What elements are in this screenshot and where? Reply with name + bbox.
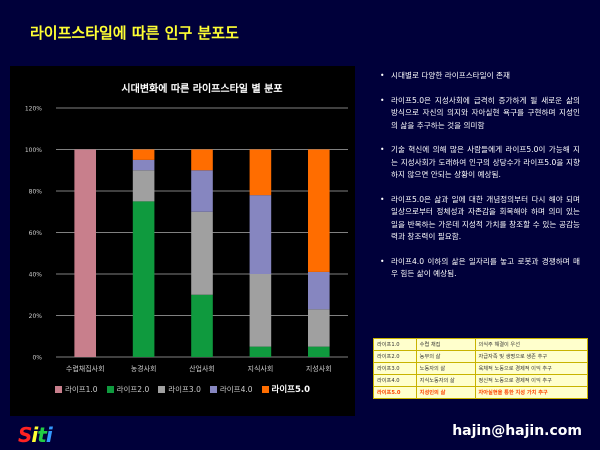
bar-segment xyxy=(191,170,213,212)
bullet-list: 시대별로 다양한 라이프스타일이 존재라이프5.0은 지성사회에 급격히 증가하… xyxy=(380,70,580,293)
legend-item: 라이프5.0 xyxy=(261,383,311,395)
bar-segment xyxy=(307,149,330,272)
table-row: 라이프1.0 수렵 채집 의식주 해결이 우선 xyxy=(373,338,588,351)
bar-segment xyxy=(249,195,272,274)
legend-label: 라이프1.0 xyxy=(64,384,98,394)
bar-segment xyxy=(74,149,97,357)
y-tick-label: 120% xyxy=(25,106,42,113)
legend-label: 라이프5.0 xyxy=(271,385,311,395)
legend-swatch xyxy=(209,385,217,393)
contact-email: hajin@hajin.com xyxy=(452,423,582,439)
legend-label: 라이프3.0 xyxy=(168,384,201,394)
bar-segment xyxy=(191,211,213,295)
y-tick-label: 60% xyxy=(29,230,43,237)
table-cell: 라이프3.0 xyxy=(373,362,417,375)
y-tick-label: 80% xyxy=(29,189,43,196)
bullet-item: 기술 혁신에 의해 많은 사람들에게 라이프5.0이 가능해 지는 지성사회가 … xyxy=(380,144,580,182)
bullet-item: 라이프4.0 이하의 삶은 일자리를 놓고 로봇과 경쟁하며 매우 힘든 삶이 … xyxy=(380,256,580,281)
bar-segment xyxy=(191,149,213,171)
chart-panel: 시대변화에 따른 라이프스타일 별 분포 0% 20% 40% 60% 80% 100% 12… xyxy=(10,66,355,416)
legend-swatch xyxy=(54,385,62,393)
table-cell: 자아실현을 통한 지성 가치 추구 xyxy=(474,386,588,399)
table-row: 라이프3.0 노동자의 삶 육체적 노동으로 경제적 이익 추구 xyxy=(373,362,588,375)
table-cell: 지성인의 삶 xyxy=(415,386,476,399)
table-cell: 라이프2.0 xyxy=(373,350,417,363)
table-cell: 정신적 노동으로 경제적 이익 추구 xyxy=(474,374,588,387)
bar-segment xyxy=(249,274,272,347)
bar-segment xyxy=(307,271,330,310)
legend-swatch xyxy=(106,385,114,393)
y-tick-label: 0% xyxy=(32,355,42,362)
chart-legend: 라이프1.0 라이프2.0 라이프3.0 라이프4.0 라이프5.0 xyxy=(10,380,355,398)
table-cell: 의식주 해결이 우선 xyxy=(474,338,588,351)
x-tick-label: 지성사회 xyxy=(306,364,332,373)
bar-segment xyxy=(249,346,272,357)
bar-segment xyxy=(132,159,155,171)
table-cell: 수렵 채집 xyxy=(415,338,476,351)
x-tick-label: 산업사회 xyxy=(189,364,215,373)
stacked-bar-chart: 시대변화에 따른 라이프스타일 별 분포 0% 20% 40% 60% 80% 100% 12… xyxy=(25,82,348,373)
y-tick-label: 20% xyxy=(29,313,43,320)
chart-title: 시대변화에 따른 라이프스타일 별 분포 xyxy=(121,82,282,95)
table-cell: 지식노동자의 삶 xyxy=(415,374,476,387)
legend-item: 라이프2.0 xyxy=(106,384,150,395)
slide-title: 라이프스타일에 따른 인구 분포도 xyxy=(30,24,239,42)
legend-swatch xyxy=(261,385,269,393)
bar-segment xyxy=(132,170,155,202)
y-tick-label: 40% xyxy=(29,272,43,279)
legend-label: 라이프2.0 xyxy=(116,384,150,394)
table-cell: 육체적 노동으로 경제적 이익 추구 xyxy=(474,362,588,375)
legend-label: 라이프4.0 xyxy=(219,384,253,394)
legend-item: 라이프1.0 xyxy=(54,384,98,395)
bar-segment xyxy=(307,346,330,357)
bullet-item: 라이프5.0은 지성사회에 급격히 증가하게 될 새로운 삶의 방식으로 자신의… xyxy=(380,95,580,133)
x-tick-label: 지식사회 xyxy=(248,364,274,373)
x-tick-label: 수렵채집사회 xyxy=(66,364,105,373)
table-cell: 노동자의 삶 xyxy=(415,362,476,375)
table-cell: 라이프4.0 xyxy=(373,374,417,387)
bullet-item: 라이프5.0은 삶과 일에 대한 개념정의부터 다시 해야 되며 일상으로부터 … xyxy=(380,194,580,244)
siti-logo: Siti xyxy=(18,423,53,447)
table-row: 라이프4.0 지식노동자의 삶 정신적 노동으로 경제적 이익 추구 xyxy=(373,374,588,387)
lifestyle-summary-table: 라이프1.0 수렵 채집 의식주 해결이 우선 라이프2.0 농부의 삶 자급자족 및 생… xyxy=(373,338,588,399)
legend-item: 라이프4.0 xyxy=(209,384,253,395)
table-cell: 라이프5.0 xyxy=(373,386,417,399)
legend-swatch xyxy=(158,385,166,393)
bullet-item: 시대별로 다양한 라이프스타일이 존재 xyxy=(380,70,580,83)
bar-segment xyxy=(307,309,330,347)
table-cell: 라이프1.0 xyxy=(373,338,417,351)
bar-segment xyxy=(191,294,213,357)
table-row: 라이프2.0 농부의 삶 자급자족 및 생명으로 생존 추구 xyxy=(373,350,588,363)
y-tick-label: 100% xyxy=(25,147,42,154)
legend-item: 라이프3.0 xyxy=(158,384,201,395)
table-row: 라이프5.0 지성인의 삶 자아실현을 통한 지성 가치 추구 xyxy=(373,386,588,399)
bar-segment xyxy=(132,149,155,160)
bar-segment xyxy=(249,149,272,196)
table-cell: 자급자족 및 생명으로 생존 추구 xyxy=(474,350,588,363)
bar-segment xyxy=(132,201,155,357)
table-cell: 농부의 삶 xyxy=(415,350,476,363)
x-tick-label: 농경사회 xyxy=(131,364,157,373)
